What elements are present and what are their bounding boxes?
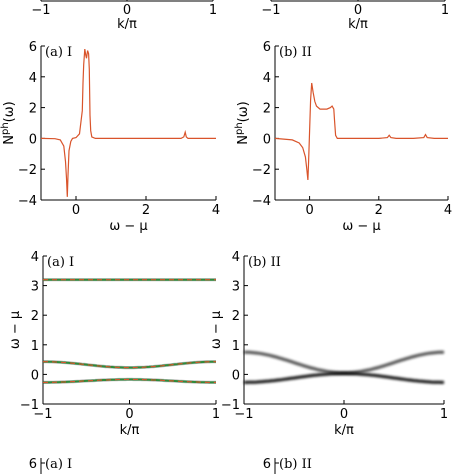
dos-II-y-tick-label: −4: [252, 194, 271, 209]
dos-I-y-label-arg: (ω): [2, 101, 17, 122]
dos-I-x-tick-label: 2: [142, 203, 150, 218]
spectral-II-y-axis-label: ω − μ: [209, 311, 224, 349]
bands-I-y-axis-label: ω − μ: [8, 311, 23, 349]
spectral-II-y-tick-label: 0: [232, 368, 240, 383]
dos-I-y-tick-label: 4: [29, 71, 37, 86]
bands-I-x-axis-label: k/π: [120, 423, 140, 438]
dos-I-x-axis-label: ω − μ: [109, 219, 147, 234]
bands-I-panel-label: (a) I: [47, 255, 74, 270]
bottom-strip-left-panel-label: (a) I: [45, 457, 72, 472]
bottom-strip-right-panel-label: (b) II: [279, 457, 312, 472]
top-strip-right-axis-label: k/π: [348, 17, 368, 32]
spectral-II-x-tick-label: 1: [440, 407, 448, 422]
bands-I-x-tick-label: −1: [33, 407, 52, 422]
dos-II-y-axis-label: Nph(ω): [234, 101, 251, 144]
dos-I-y-tick-label: −4: [18, 194, 37, 209]
dos-I-x-tick-label: 4: [212, 203, 220, 218]
band-I-middle-dash: [43, 361, 216, 369]
bands-I-y-tick-label: 4: [31, 250, 39, 265]
dos-I-y-axis-label: Nph(ω): [0, 101, 17, 144]
top-strip-left-tick-label: 1: [209, 3, 217, 18]
dos-I-panel-label: (a) I: [45, 45, 72, 60]
bottom-strip-left-tick-label: 6: [29, 457, 37, 472]
spectral-II-y-tick-label: 4: [232, 250, 240, 265]
spectral-II-hybrid-up: [244, 350, 444, 375]
dos-II-y-tick-label: 0: [263, 132, 271, 147]
spectral-II-x-tick-label: 0: [340, 407, 348, 422]
bands-I-y-tick-label: −1: [20, 398, 39, 413]
dos-II-series-line: [274, 82, 448, 181]
dos-II-x-tick-label: 4: [444, 203, 452, 218]
dos-II-x-axis-label: ω − μ: [342, 219, 380, 234]
dos-II-x-tick-label: 2: [375, 203, 383, 218]
dos-II-y-tick-label: 4: [263, 71, 271, 86]
dos-II-y-tick-label: −2: [252, 163, 271, 178]
spectral-II-y-tick-label: −1: [221, 398, 240, 413]
bands-I-x-tick-label: 0: [125, 407, 133, 422]
bottom-strip-layer: 6 (a) I 6 (b) II: [29, 457, 312, 474]
dos-I-x-tick-label: 0: [72, 203, 80, 218]
dos-I-series-line: [40, 49, 216, 197]
dos-II-y-tick-label: 6: [263, 40, 271, 55]
spectral-II-x-tick-label: −1: [234, 407, 253, 422]
dos-I-y-tick-label: 6: [29, 40, 37, 55]
dos-II-y-label-sup: ph: [234, 122, 245, 135]
dos-I-y-tick-label: 2: [29, 102, 37, 117]
bands-I-y-tick-label: 3: [31, 280, 39, 295]
top-strip-right-tick-label: 0: [354, 3, 362, 18]
band-I-lower-dash: [43, 378, 216, 383]
spectral-II-hybrid-down: [244, 372, 444, 384]
top-strip-right-tick-label: 1: [441, 3, 449, 18]
bands-I-y-tick-label: 0: [31, 368, 39, 383]
top-strip-right-tick-label: −1: [261, 3, 280, 18]
dos-I-y-label-main: N: [2, 135, 17, 145]
top-strip-layer: −1 0 1 k/π −1 0 1 k/π: [31, 0, 449, 32]
dos-II-panel-label: (b) II: [279, 45, 312, 60]
spectral-II-x-axis-label: k/π: [334, 423, 354, 438]
spectral-II-panel-label: (b) II: [248, 255, 281, 270]
bands-I-y-tick-label: 2: [31, 309, 39, 324]
spectral-II-y-tick-label: 3: [232, 280, 240, 295]
top-strip-left-tick-label: 0: [123, 3, 131, 18]
dos-II-x-tick-label: 0: [305, 203, 313, 218]
bottom-strip-right-tick-label: 6: [263, 457, 271, 472]
bands-I-x-tick-label: 1: [212, 407, 220, 422]
dos-I-y-label-sup: ph: [0, 122, 11, 135]
dos-I-y-tick-label: 0: [29, 132, 37, 147]
top-strip-left-axis-label: k/π: [117, 17, 137, 32]
top-strip-left-tick-label: −1: [31, 3, 50, 18]
dos-II-y-label-main: N: [236, 135, 251, 145]
dos-II-y-label-arg: (ω): [236, 101, 251, 122]
spectral-II-y-tick-label: 2: [232, 309, 240, 324]
dos-I-y-tick-label: −2: [18, 163, 37, 178]
bands-I-y-tick-label: 1: [31, 339, 39, 354]
dos-II-y-tick-label: 2: [263, 102, 271, 117]
spectral-II-y-tick-label: 1: [232, 339, 240, 354]
